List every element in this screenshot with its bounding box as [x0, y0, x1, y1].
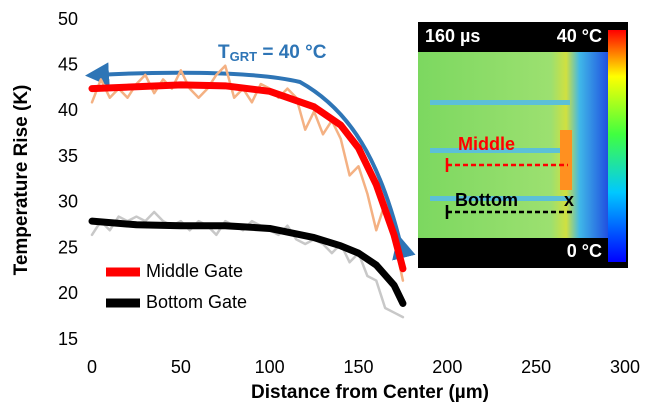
y-tick-label: 15 [58, 329, 78, 349]
y-tick-label: 25 [58, 237, 78, 257]
inset-max: 40 °C [557, 26, 602, 46]
x-tick-label: 300 [610, 357, 640, 377]
x-axis-title: Distance from Center (µm) [251, 382, 489, 403]
series-line [90, 64, 405, 282]
inset-image: 160 µs 40 °C 0 °C Middle Bottom x [418, 22, 628, 268]
annotation-main: T [218, 42, 230, 63]
x-tick-label: 150 [343, 357, 373, 377]
legend-label: Bottom Gate [146, 292, 247, 312]
y-tick-label: 40 [58, 100, 78, 120]
inset-axis: x [564, 190, 574, 210]
x-tick-label: 100 [255, 357, 285, 377]
inset-bottom: Bottom [455, 190, 518, 210]
y-axis-title: Temperature Rise (K) [11, 85, 32, 276]
x-tick-label: 0 [87, 357, 97, 377]
annotation-arrow [85, 62, 416, 261]
series-line [88, 81, 407, 273]
annotation: TGRT = 40 °C [218, 42, 327, 64]
y-tick-label: 30 [58, 192, 78, 212]
x-tick-label: 200 [432, 357, 462, 377]
y-tick-label: 45 [58, 54, 78, 74]
inset-min: 0 °C [567, 241, 602, 261]
series-line [88, 217, 407, 307]
y-tick-label: 20 [58, 283, 78, 303]
annotation-sub: GRT [230, 49, 258, 64]
x-tick-label: 50 [171, 357, 191, 377]
y-tick-label: 35 [58, 146, 78, 166]
inset-middle: Middle [458, 134, 515, 154]
annotation-rest: = 40 °C [257, 42, 327, 63]
legend-label: Middle Gate [146, 261, 243, 281]
inset-time: 160 µs [425, 26, 480, 46]
y-tick-label: 50 [58, 9, 78, 29]
x-tick-label: 250 [521, 357, 551, 377]
